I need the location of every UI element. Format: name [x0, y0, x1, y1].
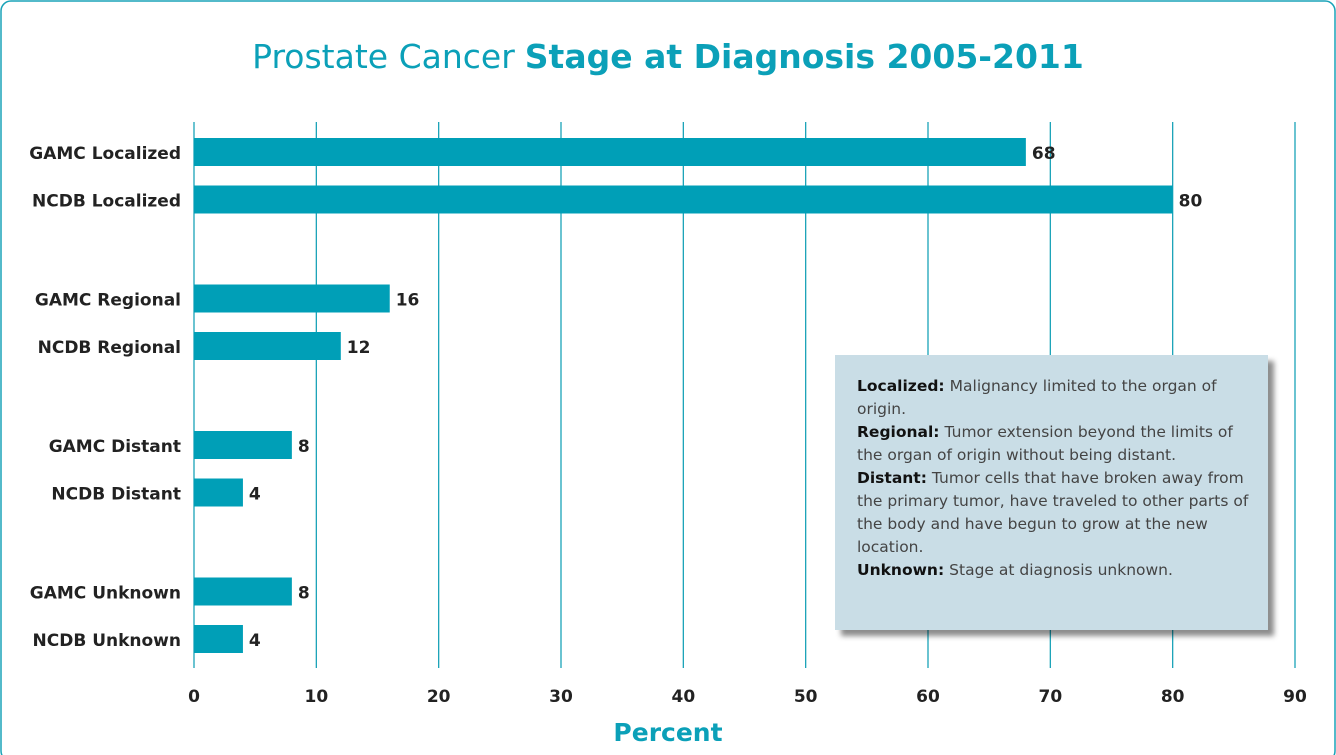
definition-text: Malignancy limited to the organ of origi… [857, 377, 1217, 418]
definitions-box: Localized: Malignancy limited to the orga… [835, 355, 1268, 630]
title-light: Prostate Cancer [252, 37, 515, 76]
y-tick-label: NCDB Regional [38, 338, 181, 358]
bar [194, 185, 1173, 214]
definition: Regional: Tumor extension beyond the limi… [857, 421, 1252, 467]
x-tick-label: 60 [916, 687, 940, 707]
definition: Distant: Tumor cells that have broken awa… [857, 467, 1252, 559]
x-tick-label: 30 [549, 687, 573, 707]
y-tick-label: GAMC Regional [35, 291, 181, 311]
definition-term: Localized: [857, 377, 945, 395]
definition-term: Regional: [857, 423, 940, 441]
y-tick-label: NCDB Unknown [33, 631, 182, 651]
bar [194, 431, 292, 459]
definition-term: Distant: [857, 469, 927, 487]
definition: Unknown: Stage at diagnosis unknown. [857, 559, 1252, 582]
bar [194, 478, 243, 507]
definition-text: Stage at diagnosis unknown. [949, 561, 1173, 579]
y-tick-label: NCDB Distant [51, 485, 181, 505]
x-tick-label: 40 [671, 687, 695, 707]
definition-text: Tumor cells that have broken away from t… [857, 469, 1249, 556]
y-tick-label: NCDB Localized [32, 192, 181, 212]
bar [194, 625, 243, 653]
value-label: 80 [1179, 192, 1203, 212]
bar [194, 332, 341, 360]
bar [194, 577, 292, 606]
x-tick-label: 80 [1161, 687, 1185, 707]
title-bold: Stage at Diagnosis 2005-2011 [525, 37, 1084, 76]
x-tick-label: 20 [427, 687, 451, 707]
bar [194, 284, 390, 313]
y-tick-label: GAMC Distant [49, 437, 181, 457]
x-tick-label: 10 [304, 687, 328, 707]
value-label: 8 [298, 437, 310, 457]
definition-term: Unknown: [857, 561, 945, 579]
y-tick-label: GAMC Localized [29, 144, 181, 164]
bar [194, 138, 1026, 166]
value-label: 4 [249, 485, 261, 505]
value-label: 8 [298, 584, 310, 604]
x-axis-title: Percent [613, 718, 722, 747]
x-tick-label: 90 [1283, 687, 1307, 707]
x-tick-label: 70 [1038, 687, 1062, 707]
value-label: 68 [1032, 144, 1056, 164]
x-tick-label: 0 [188, 687, 200, 707]
value-label: 16 [396, 291, 420, 311]
definition: Localized: Malignancy limited to the orga… [857, 375, 1252, 421]
value-label: 4 [249, 631, 261, 651]
chart-title: Prostate Cancer Stage at Diagnosis 2005-2… [252, 37, 1084, 76]
definition-text: Tumor extension beyond the limits of the… [857, 423, 1233, 464]
value-label: 12 [347, 338, 371, 358]
y-tick-label: GAMC Unknown [30, 584, 181, 604]
x-tick-label: 50 [794, 687, 818, 707]
